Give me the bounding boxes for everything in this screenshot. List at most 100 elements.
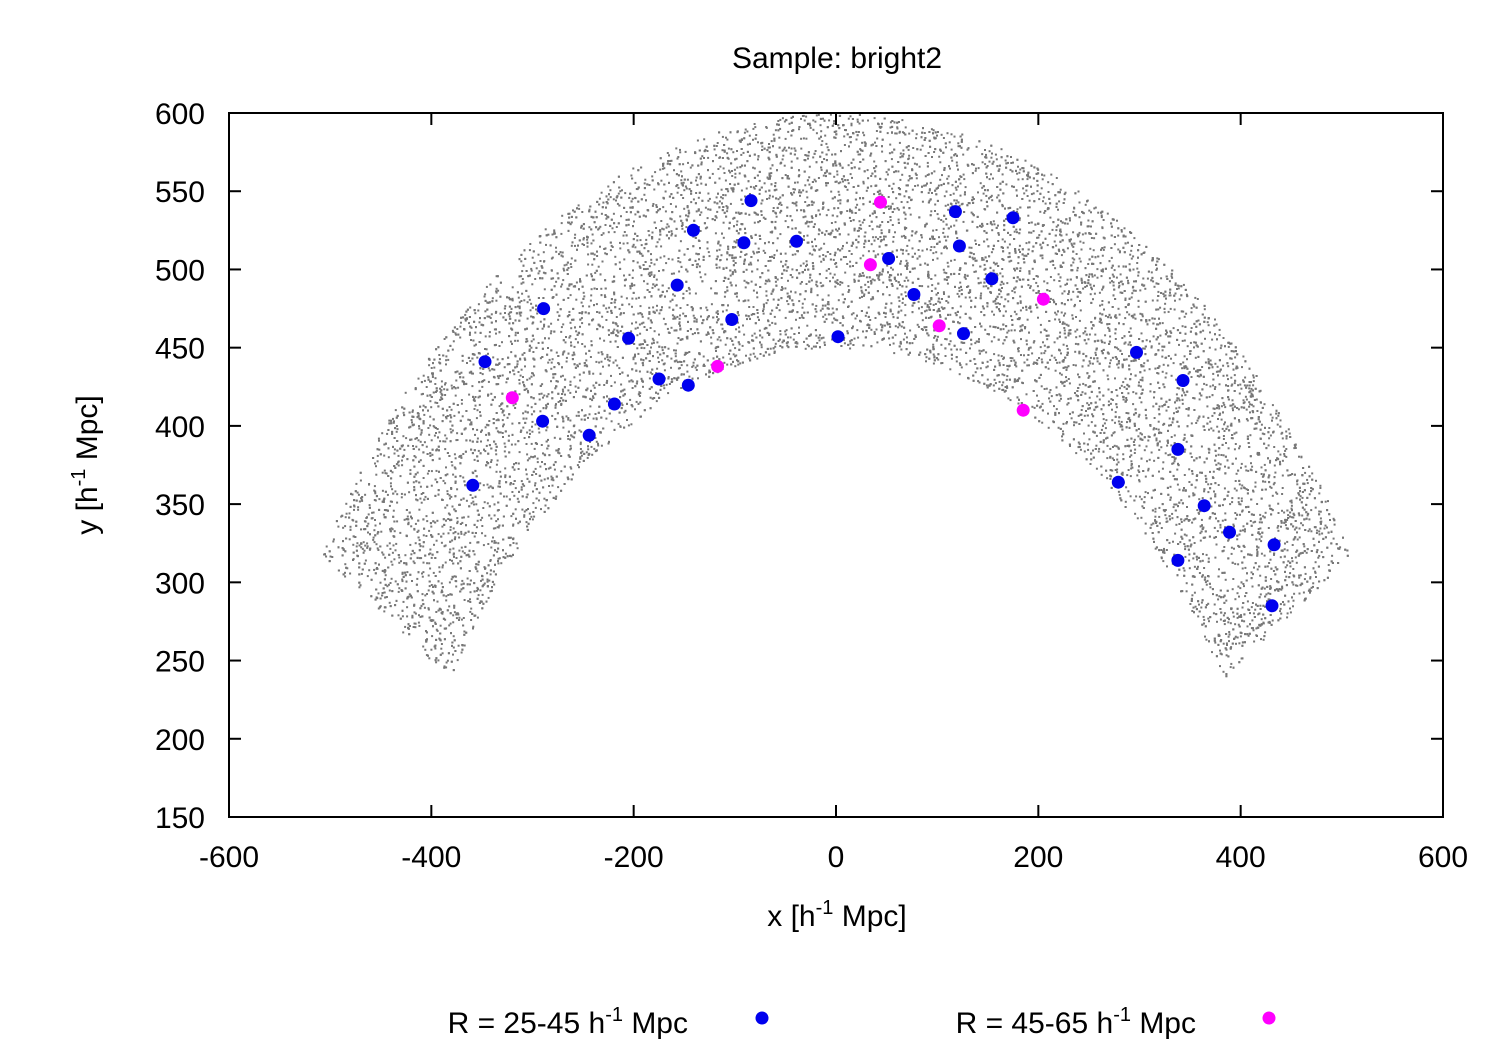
galaxy-point [543,394,546,397]
galaxy-point [1164,302,1167,305]
galaxy-point [1245,418,1248,421]
galaxy-point [1096,395,1099,398]
galaxy-point [1221,519,1224,522]
galaxy-point [553,229,556,232]
galaxy-point [410,525,413,528]
galaxy-point [1200,518,1203,521]
galaxy-point [1254,608,1257,611]
galaxy-point [827,182,829,185]
galaxy-point [470,502,473,505]
galaxy-point [1243,530,1246,533]
galaxy-point [446,493,449,495]
galaxy-point [902,149,905,152]
galaxy-point [1193,591,1196,594]
galaxy-point [355,482,358,485]
galaxy-point [1201,574,1204,577]
galaxy-point [981,186,984,189]
galaxy-point [609,356,612,359]
galaxy-point [792,303,795,305]
galaxy-point [1112,432,1115,435]
galaxy-point [1157,282,1160,285]
galaxy-point [494,527,497,530]
galaxy-point [835,228,837,231]
galaxy-point [1059,394,1062,397]
galaxy-point [1157,372,1160,375]
galaxy-point [784,330,787,333]
galaxy-point [397,614,400,617]
galaxy-point [803,298,806,301]
galaxy-point [788,122,791,125]
galaxy-point [921,144,924,147]
galaxy-point [393,452,396,455]
galaxy-point [1130,454,1133,457]
galaxy-point [829,280,831,283]
galaxy-point [357,508,360,511]
galaxy-point [1242,355,1245,358]
galaxy-point [814,150,817,152]
galaxy-point [561,388,564,391]
galaxy-point [600,287,603,290]
galaxy-point [436,519,439,522]
galaxy-point [1124,235,1127,238]
galaxy-point [495,470,498,473]
galaxy-point [445,363,447,366]
galaxy-point [777,198,780,201]
galaxy-point [1222,614,1225,617]
galaxy-point [772,298,775,301]
galaxy-point [707,192,710,195]
galaxy-point [395,542,398,545]
galaxy-point [510,311,513,314]
galaxy-point [660,179,663,182]
galaxy-point [385,472,388,475]
galaxy-point [1198,498,1201,501]
galaxy-point [1117,461,1120,464]
galaxy-point [752,166,755,169]
galaxy-point [429,567,432,570]
galaxy-point [847,182,850,185]
galaxy-point [489,590,492,593]
galaxy-point [508,311,511,314]
galaxy-point [912,147,915,149]
galaxy-point [1074,342,1077,345]
galaxy-point [344,525,347,528]
galaxy-point [927,334,930,337]
galaxy-point [548,485,550,487]
galaxy-point [1077,441,1080,444]
galaxy-point [846,179,849,182]
galaxy-point [393,420,395,423]
galaxy-point [513,494,516,497]
galaxy-point [1061,322,1064,325]
galaxy-point [875,130,878,132]
galaxy-point [640,274,643,277]
galaxy-point [1038,198,1041,201]
galaxy-point [545,429,548,432]
galaxy-point [1160,477,1163,480]
galaxy-point [1193,565,1196,568]
galaxy-point [738,343,741,346]
galaxy-point [735,223,738,226]
galaxy-point [1019,330,1022,333]
galaxy-point [591,233,594,236]
galaxy-point [1063,193,1066,196]
galaxy-point [1258,538,1261,541]
galaxy-point [563,264,566,267]
galaxy-point [706,316,709,319]
galaxy-point [947,208,950,211]
galaxy-point [1072,290,1075,293]
galaxy-point [831,153,834,156]
galaxy-point [1130,373,1132,376]
galaxy-point [943,271,946,274]
galaxy-point [423,606,426,609]
galaxy-point [810,347,813,350]
galaxy-point [825,269,828,272]
galaxy-point [940,306,943,309]
galaxy-point [1180,499,1183,502]
galaxy-point [636,334,639,337]
galaxy-point [804,347,807,350]
galaxy-point [805,283,808,285]
galaxy-point [870,243,873,246]
galaxy-point [581,312,583,315]
galaxy-point [508,315,511,318]
galaxy-point [719,259,722,262]
galaxy-point [965,363,968,366]
